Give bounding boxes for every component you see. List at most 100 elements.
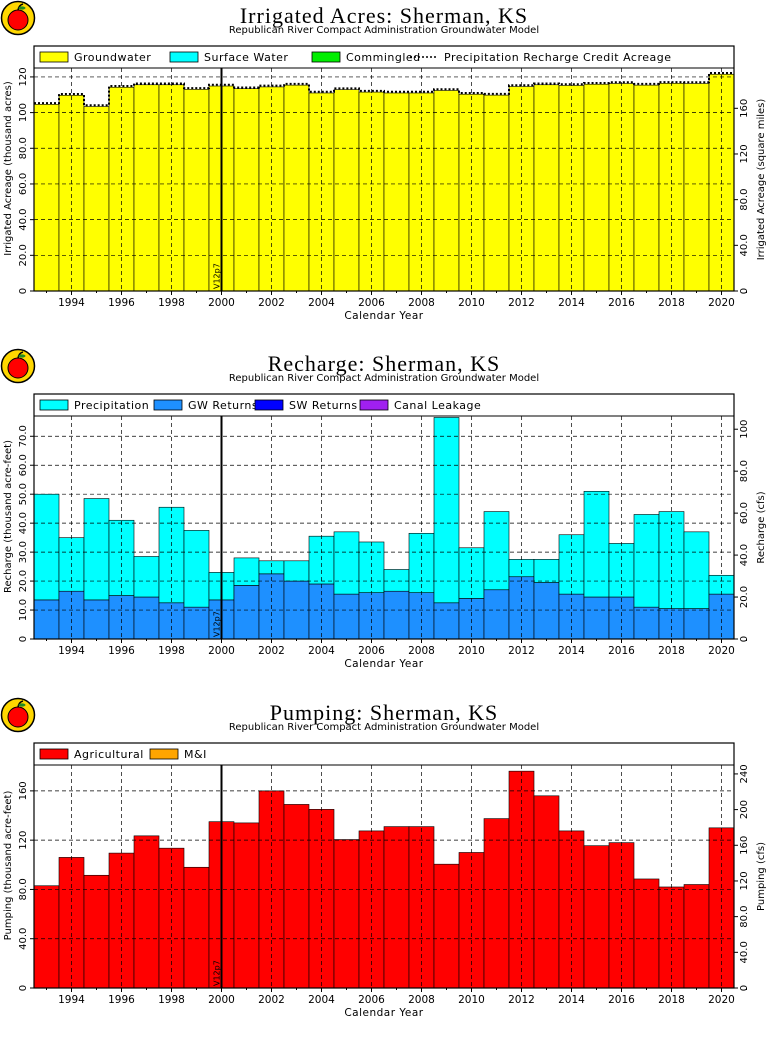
- legend-label: Surface Water: [204, 51, 288, 64]
- y-tick-label: 20.0: [18, 570, 29, 592]
- y-tick-label: 40.0: [18, 928, 29, 950]
- marker-label: V12p7: [213, 611, 222, 637]
- bar-agricultural: [133, 835, 160, 989]
- x-tick-label: 1994: [58, 645, 85, 657]
- bar-gw-returns: [483, 589, 510, 640]
- bar-precipitation: [683, 531, 710, 609]
- x-tick-label: 2004: [308, 994, 335, 1006]
- y-right-axis-label: Recharge (cfs): [756, 491, 767, 563]
- legend-swatch: [39, 399, 69, 411]
- y-tick-label: 20.0: [18, 244, 29, 266]
- bars: [33, 770, 735, 989]
- y-tick-label: 80.0: [18, 878, 29, 900]
- x-tick-label: 2010: [458, 645, 485, 657]
- x-tick-label: 2006: [358, 645, 385, 657]
- bar-gw-returns: [233, 585, 260, 640]
- x-tick-label: 2018: [658, 297, 685, 309]
- irrigated-acres-chart: Groundwater Surface Water Commingled Precip…: [3, 45, 767, 322]
- legend-swatch: [149, 748, 179, 760]
- bar-agricultural: [583, 845, 610, 989]
- legend-label: Precipitation: [74, 399, 149, 412]
- x-tick-label: 2016: [608, 645, 635, 657]
- legend: Groundwater Surface Water Commingled Precip…: [34, 51, 734, 69]
- x-tick-label: 1994: [58, 297, 85, 309]
- y-tick-label: 30.0: [18, 541, 29, 563]
- y-tick-label: 60.0: [18, 454, 29, 476]
- x-tick-label: 2012: [508, 645, 535, 657]
- legend-swatch: [39, 748, 69, 760]
- legend-label: Commingled: [346, 51, 421, 64]
- plot-frame: [33, 393, 735, 640]
- x-tick-label: 1998: [158, 297, 185, 309]
- bar-precipitation: [283, 560, 310, 582]
- bar-agricultural: [158, 847, 185, 989]
- line-recharge-credit: [34, 71, 734, 107]
- x-tick-label: 2012: [508, 994, 535, 1006]
- x-tick-label: 2020: [708, 297, 735, 309]
- x-tick-label: 2008: [408, 297, 435, 309]
- x-tick-label: 1994: [58, 994, 85, 1006]
- legend-label: GW Returns: [188, 399, 258, 412]
- bar-gw-returns: [458, 598, 485, 640]
- y-tick-label: 0: [18, 636, 29, 642]
- bar-groundwater: [433, 90, 460, 292]
- bar-precipitation: [433, 417, 460, 604]
- y-right-tick-label: 100: [739, 420, 750, 439]
- chart-title: Pumping: Sherman, KS: [269, 700, 499, 725]
- bar-groundwater: [383, 92, 410, 292]
- x-tick-label: 2020: [708, 645, 735, 657]
- y-right-tick-label: 200: [739, 800, 750, 819]
- y-tick-label: 60.0: [18, 173, 29, 195]
- y-axis-label: Pumping (thousand acre-feet): [3, 791, 14, 941]
- legend-swatch: [254, 399, 284, 411]
- bar-precipitation: [133, 556, 160, 598]
- x-tick-label: 2010: [458, 297, 485, 309]
- bar-gw-returns: [683, 608, 710, 640]
- y-right-tick-label: 40.0: [739, 544, 750, 566]
- bar-groundwater: [233, 88, 260, 292]
- legend-label: Canal Leakage: [394, 399, 481, 412]
- bar-agricultural: [483, 818, 510, 989]
- bars: [33, 73, 735, 292]
- y-right-tick-label: 160: [739, 99, 750, 118]
- bar-agricultural: [683, 884, 710, 989]
- bar-agricultural: [33, 885, 60, 989]
- y-right-tick-label: 80.0: [739, 906, 750, 928]
- bar-agricultural: [533, 795, 560, 989]
- bar-gw-returns: [383, 590, 410, 640]
- bar-gw-returns: [433, 602, 460, 640]
- y-tick-label: 80.0: [18, 137, 29, 159]
- y-right-tick-label: 120: [739, 144, 750, 163]
- x-axis-label: Calendar Year: [344, 1007, 423, 1019]
- axes: 0 40.0 80.0 120 160 0 40.0 80.0 120 160 200 240 1994…: [3, 764, 767, 1019]
- pumping-chart: Agricultural M&I V12p7 0 40.0 80.0 120 160 0 40.0…: [3, 742, 767, 1019]
- x-tick-label: 2014: [558, 645, 585, 657]
- y-tick-label: 120: [18, 831, 29, 850]
- y-tick-label: 160: [18, 781, 29, 800]
- y-right-tick-label: 240: [739, 764, 750, 783]
- gridlines: [34, 765, 734, 989]
- x-tick-label: 2004: [308, 645, 335, 657]
- y-tick-label: 40.0: [18, 512, 29, 534]
- bar-precipitation: [333, 531, 360, 595]
- x-tick-label: 2014: [558, 994, 585, 1006]
- chart-subtitle: Republican River Compact Administration …: [228, 722, 540, 733]
- bar-gw-returns: [108, 595, 135, 640]
- y-tick-label: 120: [18, 67, 29, 86]
- apple-logo-icon: [0, 0, 36, 36]
- x-tick-label: 2020: [708, 994, 735, 1006]
- y-tick-label: 0: [18, 985, 29, 991]
- y-tick-label: 0: [18, 288, 29, 294]
- x-axis-label: Calendar Year: [344, 658, 423, 670]
- x-tick-label: 2018: [658, 994, 685, 1006]
- plot-frame: [33, 45, 735, 292]
- legend-label: M&I: [184, 748, 207, 761]
- y-right-axis-label: Pumping (cfs): [756, 842, 767, 911]
- chart-panel-recharge: Recharge: Sherman, KS Republican River C…: [0, 348, 768, 688]
- bar-groundwater: [633, 84, 660, 292]
- y-right-tick-label: 160: [739, 836, 750, 855]
- bar-agricultural: [183, 866, 210, 989]
- marker-label: V12p7: [213, 960, 222, 986]
- bar-precipitation: [483, 511, 510, 591]
- chart-title: Irrigated Acres: Sherman, KS: [239, 3, 529, 28]
